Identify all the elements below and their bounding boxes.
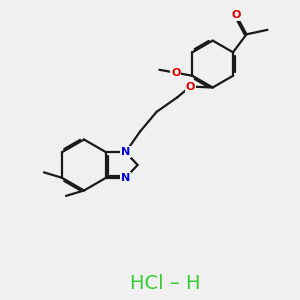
Text: HCl – H: HCl – H [130,274,200,293]
Text: O: O [231,10,241,20]
Text: N: N [121,147,130,157]
Text: O: O [185,82,195,92]
Text: N: N [121,173,130,183]
Text: O: O [171,68,181,78]
